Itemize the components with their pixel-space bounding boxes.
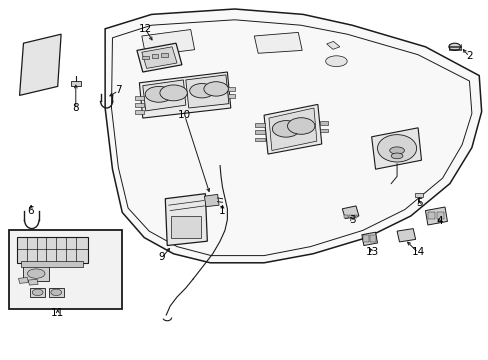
Polygon shape (342, 206, 358, 219)
Ellipse shape (51, 289, 61, 296)
Bar (161, 53, 168, 57)
Ellipse shape (389, 147, 404, 154)
Polygon shape (19, 278, 28, 283)
Bar (135, 110, 144, 114)
Ellipse shape (203, 82, 228, 96)
Ellipse shape (448, 43, 460, 50)
Bar (255, 138, 264, 141)
Polygon shape (142, 47, 177, 68)
Bar (17, 237, 88, 263)
Bar (227, 87, 235, 91)
Bar (363, 235, 368, 242)
Ellipse shape (189, 84, 214, 98)
Bar (135, 96, 144, 100)
Ellipse shape (287, 118, 314, 134)
Polygon shape (326, 41, 339, 49)
Text: 6: 6 (27, 206, 34, 216)
Text: 11: 11 (51, 308, 64, 318)
Bar (348, 215, 352, 218)
Text: 13: 13 (365, 247, 379, 257)
Bar (30, 288, 45, 297)
Bar (71, 81, 81, 86)
Bar (20, 261, 83, 267)
Text: 14: 14 (410, 247, 424, 257)
Polygon shape (425, 207, 447, 225)
Bar (255, 123, 264, 127)
Text: 4: 4 (436, 216, 443, 226)
Polygon shape (254, 32, 302, 53)
Text: 7: 7 (115, 85, 122, 95)
Bar (49, 288, 63, 297)
Bar (414, 193, 423, 197)
Polygon shape (28, 279, 38, 285)
Polygon shape (264, 104, 321, 154)
Bar (353, 215, 357, 218)
Text: 1: 1 (219, 206, 225, 216)
Text: 9: 9 (158, 252, 164, 262)
Ellipse shape (32, 289, 43, 296)
Text: 8: 8 (72, 103, 79, 113)
Text: 3: 3 (348, 215, 355, 225)
Ellipse shape (325, 56, 346, 67)
Bar (255, 130, 264, 134)
Text: 5: 5 (415, 198, 422, 208)
Ellipse shape (160, 85, 187, 101)
Text: 2: 2 (465, 51, 472, 61)
Bar (135, 103, 144, 107)
Ellipse shape (145, 86, 172, 102)
Ellipse shape (272, 121, 299, 137)
Bar (23, 266, 49, 281)
Ellipse shape (390, 153, 402, 159)
Bar (319, 129, 327, 132)
Ellipse shape (27, 269, 45, 278)
Ellipse shape (377, 135, 416, 162)
Polygon shape (142, 30, 194, 56)
Polygon shape (137, 43, 182, 72)
Polygon shape (371, 128, 421, 169)
Polygon shape (142, 80, 185, 111)
Text: 10: 10 (178, 110, 191, 120)
Polygon shape (396, 229, 415, 242)
Polygon shape (139, 72, 230, 118)
Bar (436, 212, 443, 219)
Polygon shape (185, 75, 228, 108)
Polygon shape (204, 194, 219, 207)
Polygon shape (105, 9, 481, 263)
Bar (344, 215, 347, 218)
Polygon shape (361, 232, 377, 246)
Polygon shape (20, 34, 61, 95)
Bar (227, 94, 235, 98)
Polygon shape (165, 194, 207, 246)
Polygon shape (268, 108, 316, 150)
Bar (319, 121, 327, 125)
Bar (142, 56, 148, 59)
Bar (369, 235, 375, 242)
Text: 12: 12 (139, 24, 152, 34)
Bar (9, 230, 122, 309)
Bar (427, 212, 434, 219)
Bar (151, 54, 158, 58)
Bar (171, 216, 201, 238)
